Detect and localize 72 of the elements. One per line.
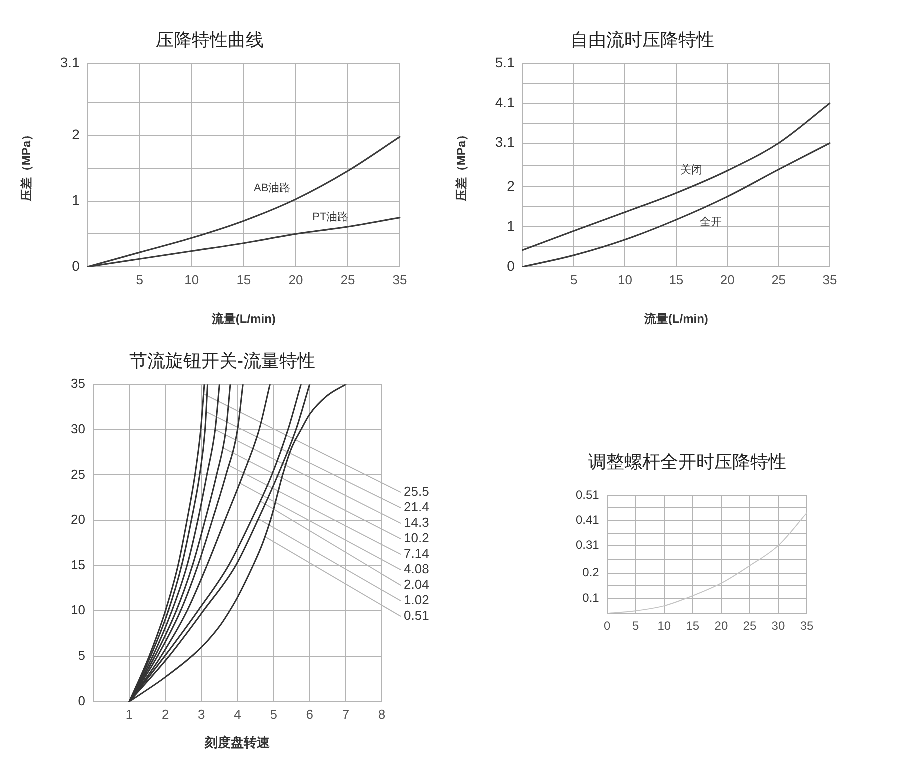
x-tick-label: 5 (136, 272, 144, 288)
y-tick-label: 5.1 (495, 54, 516, 70)
x-tick-label: 4 (234, 707, 242, 722)
y-tick-label: 0.51 (576, 488, 600, 502)
x-tick-label: 15 (686, 619, 700, 634)
x-axis-title: 流量(L/min) (643, 312, 708, 326)
x-tick-label: 20 (720, 272, 735, 288)
y-tick-label: 2 (72, 126, 80, 143)
x-axis-title: 刻度盘转速 (204, 734, 272, 750)
x-tick-label: 7 (342, 707, 350, 722)
text: 2.04 (404, 577, 430, 592)
y-tick-label: 0.1 (582, 590, 600, 605)
chart-title: 自由流时压降特性 (570, 30, 714, 50)
x-axis-title: 流量(L/min) (210, 312, 276, 326)
x-tick-label: 2 (162, 707, 170, 722)
y-tick-label: 0 (507, 258, 516, 274)
text: 0.51 (404, 608, 430, 624)
y-tick-label: 1 (507, 218, 516, 234)
x-tick-label: 20 (288, 272, 304, 288)
y-tick-label: 4.1 (495, 94, 516, 110)
chart-title: 调整螺杆全开时压降特性 (588, 452, 786, 472)
chart-title: 压降特性曲线 (156, 30, 264, 50)
x-tick-label: 25 (772, 272, 786, 288)
series-label: 全开 (700, 216, 722, 228)
y-axis-title: 压差（MPa） (20, 128, 34, 203)
x-tick-label: 10 (618, 272, 632, 288)
y-tick-label: 15 (70, 557, 86, 572)
x-tick-label: 30 (772, 619, 786, 634)
y-tick-label: 35 (70, 376, 86, 392)
text: 7.14 (404, 546, 430, 562)
x-tick-label: 3 (198, 707, 206, 722)
x-tick-label: 35 (800, 619, 814, 634)
y-tick-label: 1 (72, 192, 80, 208)
x-tick-label: 6 (306, 707, 314, 722)
y-tick-label: 0 (78, 693, 86, 708)
y-tick-label: 3.1 (60, 54, 80, 70)
text: 14.3 (404, 515, 430, 530)
y-tick-label: 20 (70, 512, 86, 528)
x-tick-label: 20 (714, 619, 728, 634)
x-tick-label: 10 (658, 619, 672, 634)
y-tick-label: 2 (507, 178, 516, 194)
y-tick-label: 0 (72, 258, 80, 274)
x-tick-label: 35 (392, 272, 408, 288)
x-tick-label: 10 (184, 272, 200, 288)
y-tick-label: 5 (78, 648, 86, 664)
x-tick-label: 35 (822, 272, 838, 288)
text: 1.02 (404, 592, 430, 608)
text: 21.4 (404, 500, 430, 515)
y-tick-label: 0.2 (582, 566, 600, 580)
x-tick-label: 8 (378, 707, 386, 722)
y-axis-title: 压差（MPa） (454, 128, 469, 203)
text: 25.5 (404, 484, 430, 500)
x-tick-label: 15 (669, 272, 684, 288)
x-tick-label: 5 (632, 619, 640, 634)
y-tick-label: 30 (70, 421, 86, 436)
y-tick-label: 0.41 (576, 513, 600, 528)
series-label: PT油路 (312, 210, 349, 224)
y-tick-label: 0.31 (576, 538, 600, 552)
x-tick-label: 1 (126, 707, 134, 722)
chart-title: 节流旋钮开关-流量特性 (130, 350, 316, 371)
y-tick-label: 25 (70, 466, 86, 482)
x-tick-label: 25 (340, 272, 356, 288)
x-tick-label: 5 (270, 707, 278, 722)
x-tick-label: 25 (743, 619, 757, 634)
series-label: AB油路 (254, 181, 291, 194)
series-label: 关闭 (680, 164, 702, 177)
text: 4.08 (404, 562, 430, 577)
text: 10.2 (404, 530, 430, 546)
y-tick-label: 10 (70, 602, 86, 618)
x-tick-label: 0 (604, 619, 612, 634)
x-tick-label: 15 (236, 272, 252, 288)
y-tick-label: 3.1 (495, 134, 516, 150)
